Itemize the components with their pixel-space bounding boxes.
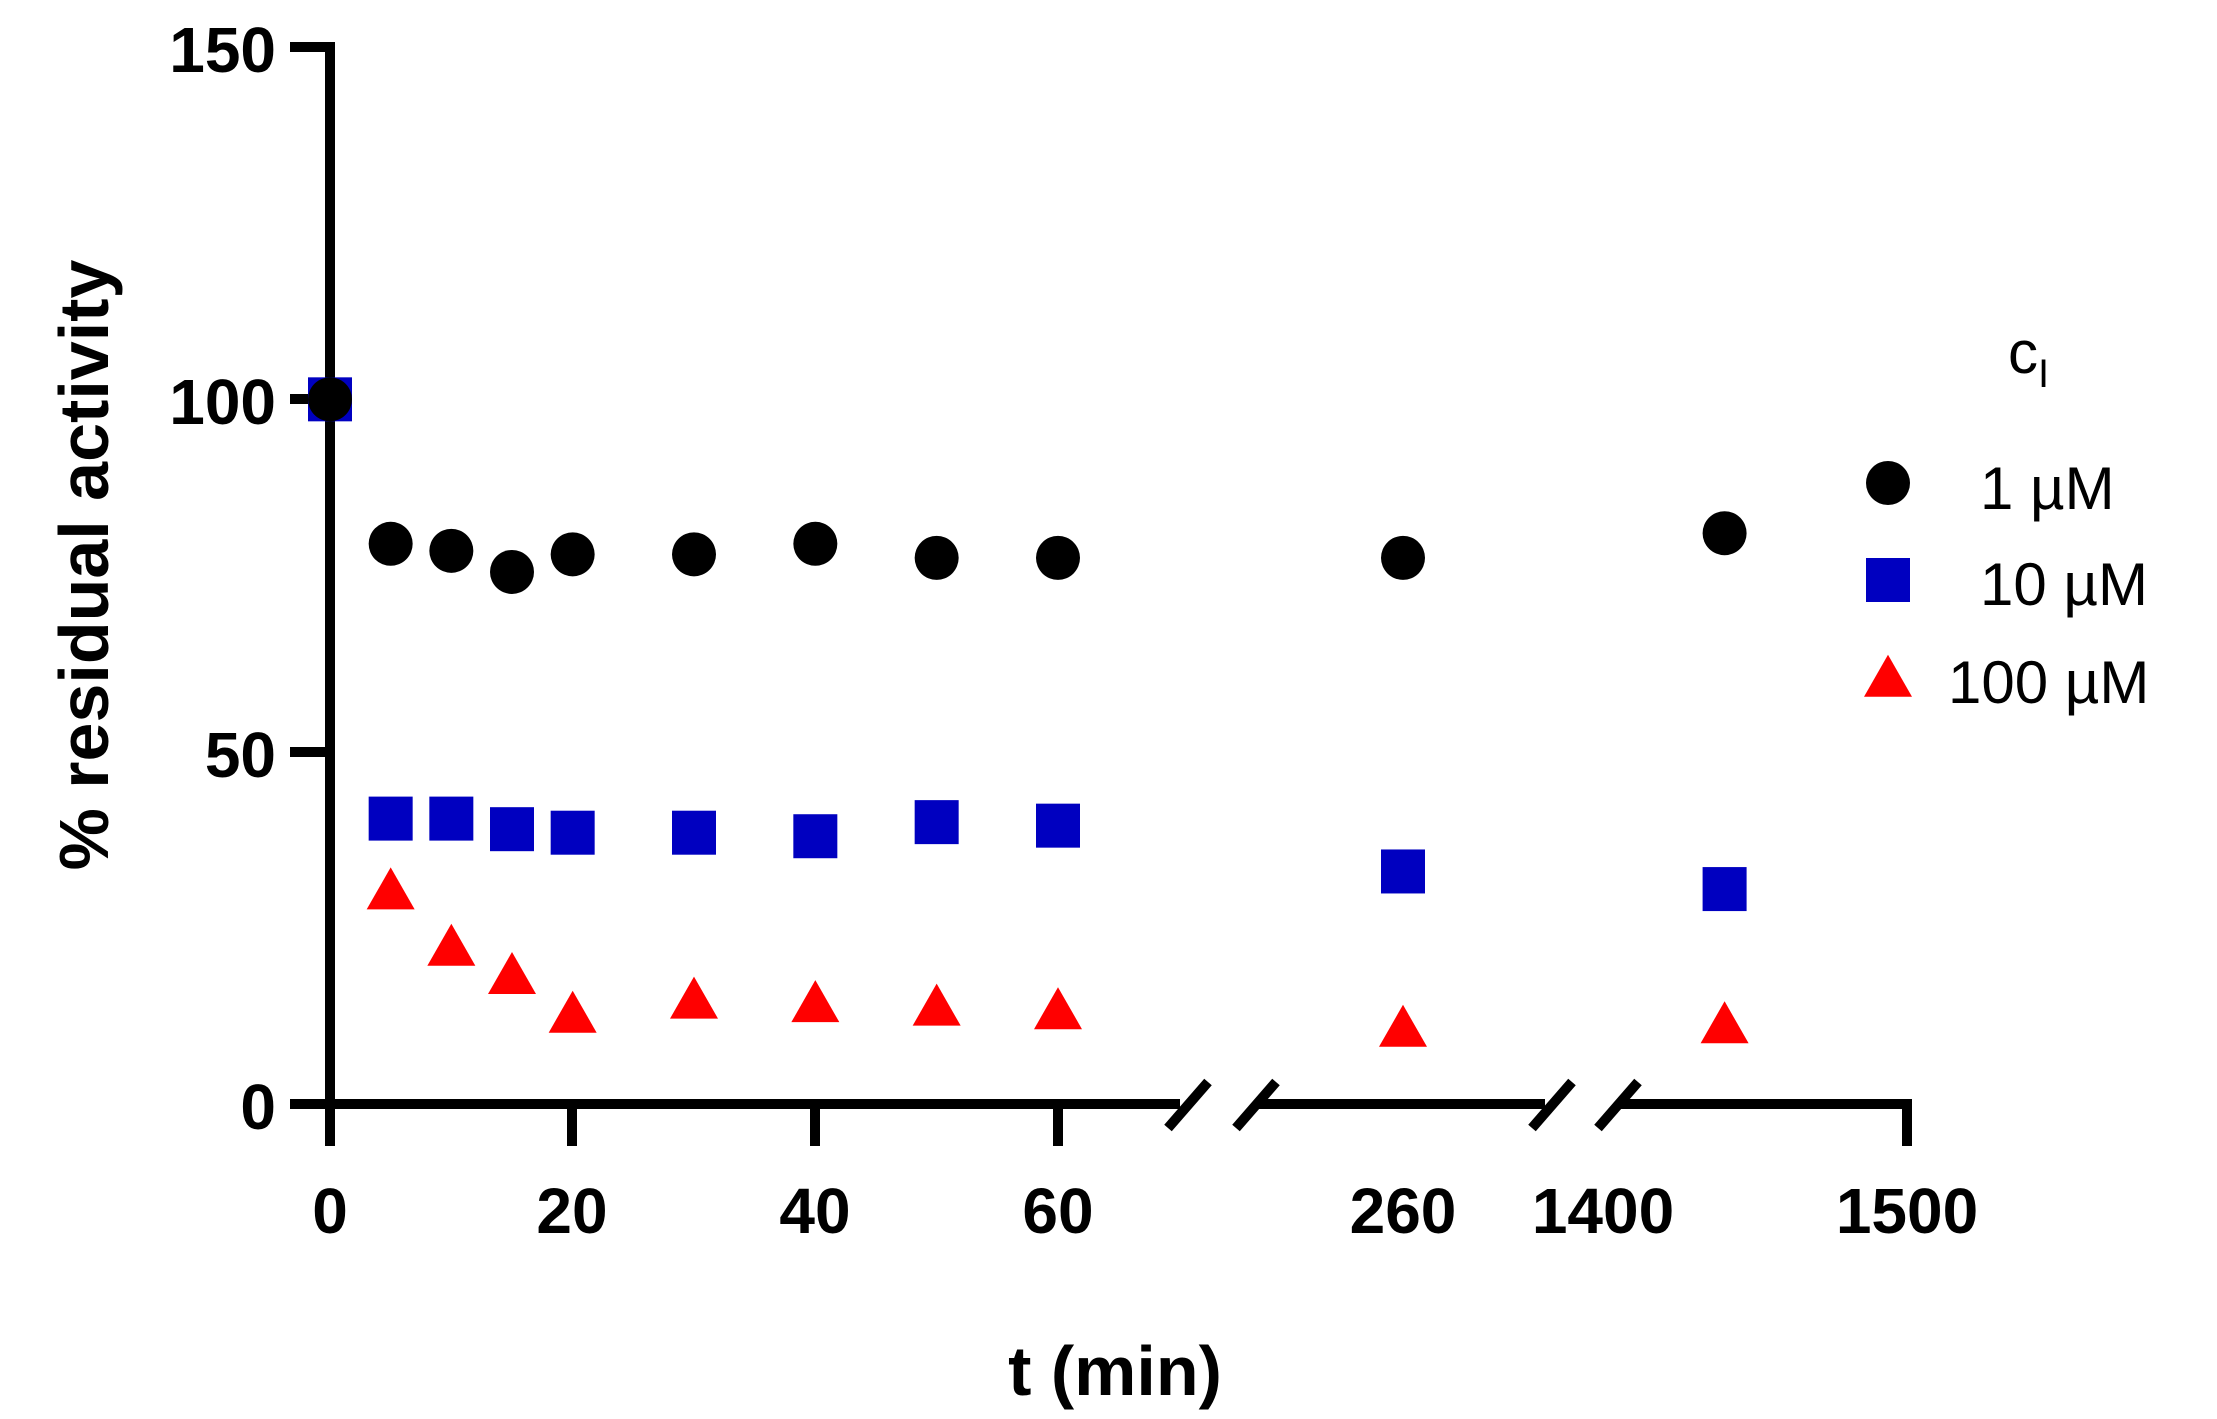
axis-break-mark <box>1164 1078 1212 1132</box>
data-point-circle <box>368 521 413 566</box>
x-tick-label: 40 <box>779 1175 850 1247</box>
data-point-circle <box>914 535 959 580</box>
data-point-square <box>1381 849 1425 894</box>
data-point-triangle <box>791 980 840 1023</box>
data-point-triangle <box>1034 987 1082 1030</box>
legend-title: cI <box>2008 319 2049 396</box>
data-point-triangle <box>912 983 961 1026</box>
data-point-square <box>368 796 413 841</box>
y-tick-label: 150 <box>169 14 276 86</box>
data-points <box>308 377 1749 1047</box>
data-point-circle <box>793 521 838 566</box>
data-point-triangle <box>1700 1001 1749 1044</box>
y-axis-title: % residual activity <box>45 260 123 871</box>
y-tick-label: 0 <box>240 1071 276 1143</box>
legend-items <box>1864 461 1912 697</box>
x-tick-label: 1400 <box>1532 1175 1674 1247</box>
data-point-triangle <box>366 867 415 910</box>
x-axis-title: t (min) <box>1008 1332 1222 1410</box>
legend-label: 1 µM <box>1980 455 2115 522</box>
data-point-circle <box>1702 511 1747 556</box>
data-point-triangle <box>670 976 718 1019</box>
data-point-circle <box>672 532 716 577</box>
data-point-triangle <box>427 923 476 966</box>
data-point-square <box>550 810 595 855</box>
data-point-square <box>672 810 716 855</box>
legend-label: 10 µM <box>1980 551 2148 618</box>
data-point-square <box>793 814 838 859</box>
axis-break-mark <box>1232 1078 1280 1132</box>
data-point-triangle <box>488 951 536 994</box>
axis-break-mark <box>1594 1078 1642 1132</box>
data-point-circle <box>429 528 474 573</box>
data-point-circle <box>1381 535 1425 580</box>
data-point-circle <box>308 377 352 422</box>
legend-title-subscript: I <box>2038 352 2049 396</box>
legend: cI 1 µM 10 µM 100 µM <box>1864 319 2149 716</box>
data-point-square <box>1702 867 1747 912</box>
data-point-triangle <box>1379 1004 1427 1047</box>
data-point-circle <box>550 532 595 577</box>
y-tick-label: 50 <box>205 719 276 791</box>
legend-label: 100 µM <box>1948 649 2149 716</box>
y-tick-label: 100 <box>169 366 276 438</box>
legend-marker-triangle <box>1864 654 1912 697</box>
data-point-triangle <box>548 990 597 1033</box>
data-point-square <box>490 807 534 852</box>
legend-marker-circle <box>1866 461 1910 505</box>
legend-title-main: c <box>2008 319 2038 386</box>
data-point-square <box>1036 803 1080 848</box>
data-point-square <box>429 796 474 841</box>
data-point-square <box>914 800 959 845</box>
legend-marker-square <box>1866 558 1910 602</box>
data-point-circle <box>1036 535 1080 580</box>
axis-break-mark <box>1528 1078 1576 1132</box>
x-tick-label: 1500 <box>1836 1175 1978 1247</box>
x-tick-label: 60 <box>1022 1175 1093 1247</box>
x-tick-label: 260 <box>1350 1175 1457 1247</box>
x-tick-label: 0 <box>312 1175 348 1247</box>
x-tick-label: 20 <box>536 1175 607 1247</box>
data-point-circle <box>490 549 534 594</box>
